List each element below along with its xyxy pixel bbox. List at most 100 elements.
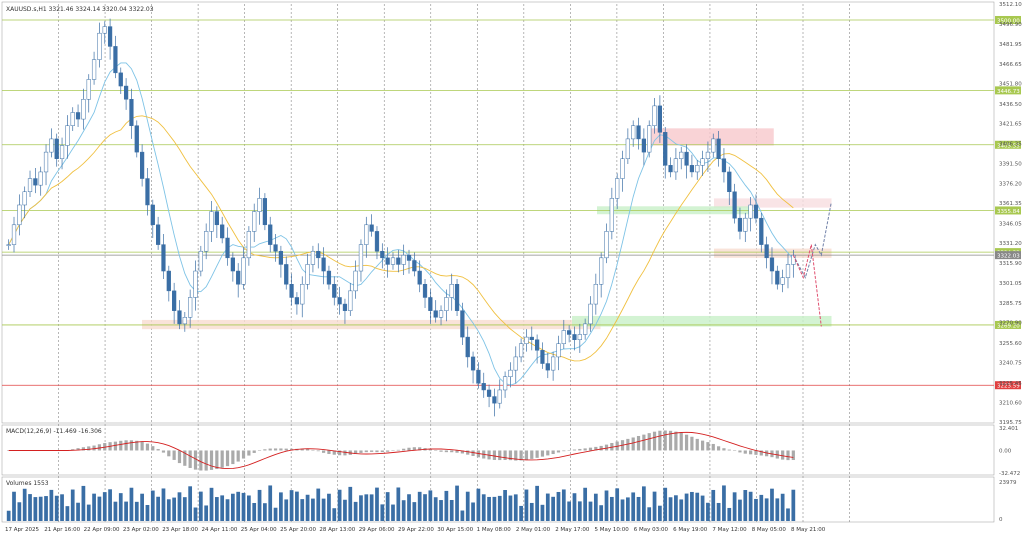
price-tick-label: 3270.90	[999, 321, 1022, 327]
volume-bar	[305, 494, 310, 521]
macd-bar	[407, 447, 411, 451]
volume-bar	[396, 487, 401, 521]
candle-body	[145, 178, 150, 206]
candle-body	[38, 171, 43, 186]
macd-bar	[781, 450, 785, 460]
macd-bar	[567, 450, 571, 451]
volume-tick-label: 23979	[999, 480, 1017, 486]
macd-bar	[380, 450, 384, 453]
volume-bar	[353, 501, 358, 521]
candle-body	[449, 284, 454, 298]
volume-bar	[588, 501, 593, 521]
volume-bar	[76, 502, 80, 521]
candle-body	[556, 343, 561, 358]
volume-bar	[764, 498, 769, 521]
volume-bar	[572, 493, 577, 521]
candle-body	[65, 125, 70, 146]
candle-body	[268, 224, 273, 245]
candle-body	[86, 79, 91, 100]
macd-bar	[92, 445, 96, 451]
macd-bar	[124, 440, 128, 451]
level-price-label: 3322.03	[997, 254, 1020, 260]
volume-bar	[455, 485, 459, 521]
candle-body	[118, 72, 123, 87]
zone-rect	[714, 248, 832, 258]
price-tick-label: 3331.20	[999, 241, 1022, 247]
time-tick-label: 25 Apr 04:00	[241, 527, 277, 533]
time-tick-label: 28 Apr 13:00	[319, 527, 355, 533]
candle-body	[711, 138, 716, 153]
price-tick-label: 3210.60	[999, 400, 1022, 406]
candle-body	[438, 310, 444, 318]
candle-body	[551, 356, 556, 371]
candle-body	[529, 336, 534, 340]
moving-averages	[8, 62, 794, 386]
volume-bar	[172, 497, 177, 521]
macd-bar	[711, 443, 715, 451]
candle-body	[129, 99, 134, 126]
price-tick-label: 3496.90	[999, 22, 1022, 28]
projections	[792, 202, 832, 327]
volume-bar	[391, 504, 395, 521]
macd-label: MACD(12,26,9) -11.469 -16.306	[6, 428, 102, 435]
level-price-label: 3446.73	[997, 89, 1020, 95]
macd-bar	[81, 447, 85, 451]
time-tick-label: 5 May 10:00	[595, 527, 630, 533]
candle-body	[182, 317, 187, 325]
volume-bar	[177, 492, 182, 521]
candle-body	[769, 257, 775, 272]
macd: 32.401 0.00 -32.472	[7, 426, 1020, 477]
volume-bar	[583, 487, 588, 521]
macd-bar	[268, 448, 272, 451]
candle-body	[791, 254, 796, 265]
candle-body	[561, 330, 566, 344]
macd-bar	[71, 449, 75, 451]
volume-bar	[668, 497, 673, 521]
macd-bar	[156, 449, 160, 451]
macd-bar	[717, 446, 721, 451]
candle-body	[11, 224, 17, 245]
candle-body	[166, 270, 171, 292]
macd-bar	[471, 450, 475, 456]
price-tick-label: 3315.90	[999, 261, 1022, 267]
macd-bar	[562, 450, 566, 452]
candle-body	[102, 26, 107, 34]
macd-bar	[97, 444, 102, 451]
candle-body	[123, 85, 129, 100]
volume-bar	[551, 496, 555, 521]
macd-bar	[343, 450, 347, 456]
volume-bar	[359, 495, 363, 521]
macd-bar	[327, 450, 331, 455]
level-price-label: 3405.55	[997, 143, 1020, 149]
macd-signal-line	[8, 431, 794, 470]
candle-body	[300, 284, 305, 305]
macd-bar	[113, 441, 118, 451]
macd-bar	[402, 448, 406, 451]
bearish-projection	[792, 244, 822, 327]
zone-rect	[714, 198, 832, 208]
volume-bar	[375, 487, 379, 521]
volume-bar	[6, 510, 11, 521]
candle-body	[305, 264, 310, 285]
volume-bar	[700, 495, 705, 521]
volume-bar	[273, 507, 278, 521]
candle-body	[6, 244, 11, 246]
price-tick-label: 3195.75	[999, 420, 1022, 426]
volume-bar	[567, 501, 572, 521]
volume-bar	[423, 494, 427, 521]
slow-ma-line	[8, 115, 794, 362]
macd-bar	[503, 450, 507, 460]
volume-bar	[81, 485, 86, 521]
macd-bar	[668, 430, 673, 451]
candle-body	[476, 369, 481, 384]
candle-body	[620, 158, 625, 179]
volume-bar	[540, 504, 545, 521]
level-price-tag	[995, 15, 1021, 24]
volume-bar	[28, 494, 32, 521]
candle-body	[700, 158, 705, 166]
volume-bar	[145, 504, 150, 521]
volume-bar	[545, 493, 550, 521]
candle-body	[785, 264, 791, 278]
